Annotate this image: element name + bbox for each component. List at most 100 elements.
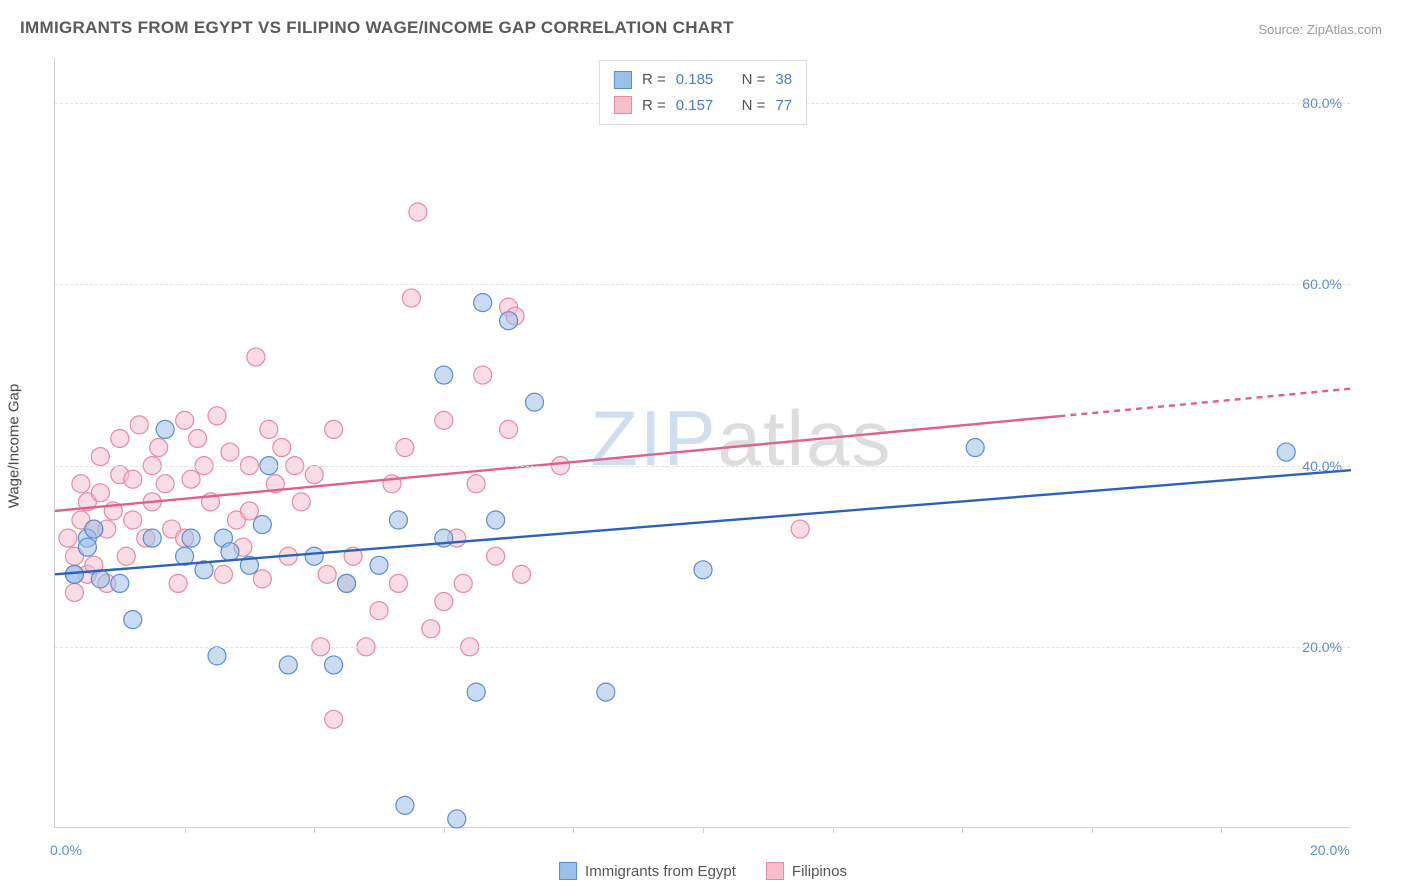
data-point (292, 493, 310, 511)
data-point (396, 439, 414, 457)
data-point (214, 565, 232, 583)
data-point (143, 529, 161, 547)
swatch-filipinos (614, 96, 632, 114)
data-point (91, 570, 109, 588)
x-tick (573, 827, 574, 833)
n-label: N = (742, 93, 766, 119)
data-point (389, 511, 407, 529)
data-point (156, 420, 174, 438)
r-label: R = (642, 67, 666, 93)
data-point (435, 411, 453, 429)
data-point (260, 420, 278, 438)
r-value-egypt: 0.185 (676, 67, 714, 93)
y-tick-label: 80.0% (1302, 95, 1342, 111)
data-point (402, 289, 420, 307)
data-point (91, 484, 109, 502)
swatch-egypt-icon (559, 862, 577, 880)
r-value-filipinos: 0.157 (676, 93, 714, 119)
data-point (78, 538, 96, 556)
plot-svg (55, 58, 1350, 827)
data-point (253, 570, 271, 588)
n-value-filipinos: 77 (775, 93, 792, 119)
x-tick (1221, 827, 1222, 833)
x-axis-max-label: 20.0% (1310, 842, 1350, 858)
legend-label-filipinos: Filipinos (792, 863, 847, 880)
data-point (240, 502, 258, 520)
n-value-egypt: 38 (775, 67, 792, 93)
data-point (59, 529, 77, 547)
data-point (409, 203, 427, 221)
data-point (474, 294, 492, 312)
x-axis-min-label: 0.0% (50, 842, 82, 858)
swatch-filipinos-icon (766, 862, 784, 880)
data-point (221, 443, 239, 461)
legend-row-egypt: R = 0.185 N = 38 (614, 67, 792, 93)
y-axis-title: Wage/Income Gap (6, 384, 23, 509)
data-point (150, 439, 168, 457)
data-point (454, 574, 472, 592)
data-point (124, 470, 142, 488)
x-tick (1092, 827, 1093, 833)
data-point (1277, 443, 1295, 461)
data-point (279, 656, 297, 674)
data-point (169, 574, 187, 592)
data-point (176, 411, 194, 429)
data-point (273, 439, 291, 457)
data-point (435, 366, 453, 384)
data-point (124, 511, 142, 529)
gridline (55, 466, 1350, 467)
data-point (130, 416, 148, 434)
data-point (526, 393, 544, 411)
y-tick-label: 60.0% (1302, 276, 1342, 292)
data-point (182, 529, 200, 547)
data-point (221, 543, 239, 561)
data-point (370, 602, 388, 620)
data-point (448, 810, 466, 828)
data-point (467, 475, 485, 493)
data-point (487, 511, 505, 529)
series-legend: Immigrants from Egypt Filipinos (559, 862, 847, 880)
data-point (305, 466, 323, 484)
data-point (208, 407, 226, 425)
trendline-extrapolated (1059, 389, 1351, 417)
data-point (156, 475, 174, 493)
data-point (85, 520, 103, 538)
x-tick (833, 827, 834, 833)
data-point (124, 611, 142, 629)
swatch-egypt (614, 71, 632, 89)
data-point (72, 475, 90, 493)
x-tick (185, 827, 186, 833)
legend-label-egypt: Immigrants from Egypt (585, 863, 736, 880)
data-point (467, 683, 485, 701)
correlation-legend: R = 0.185 N = 38 R = 0.157 N = 77 (599, 60, 807, 125)
data-point (305, 547, 323, 565)
y-tick-label: 40.0% (1302, 458, 1342, 474)
data-point (189, 429, 207, 447)
x-tick (703, 827, 704, 833)
data-point (474, 366, 492, 384)
data-point (318, 565, 336, 583)
scatter-plot: ZIPatlas 20.0%40.0%60.0%80.0% (54, 58, 1350, 828)
data-point (513, 565, 531, 583)
data-point (325, 420, 343, 438)
source-label: Source: ZipAtlas.com (1258, 22, 1382, 37)
data-point (500, 420, 518, 438)
trendline (55, 470, 1351, 574)
n-label: N = (742, 67, 766, 93)
data-point (111, 429, 129, 447)
data-point (435, 593, 453, 611)
data-point (111, 574, 129, 592)
data-point (325, 656, 343, 674)
x-tick (314, 827, 315, 833)
legend-item-filipinos: Filipinos (766, 862, 847, 880)
data-point (500, 312, 518, 330)
data-point (208, 647, 226, 665)
chart-title: IMMIGRANTS FROM EGYPT VS FILIPINO WAGE/I… (20, 18, 734, 38)
data-point (91, 448, 109, 466)
data-point (338, 574, 356, 592)
data-point (396, 796, 414, 814)
data-point (966, 439, 984, 457)
data-point (694, 561, 712, 579)
data-point (422, 620, 440, 638)
gridline (55, 647, 1350, 648)
